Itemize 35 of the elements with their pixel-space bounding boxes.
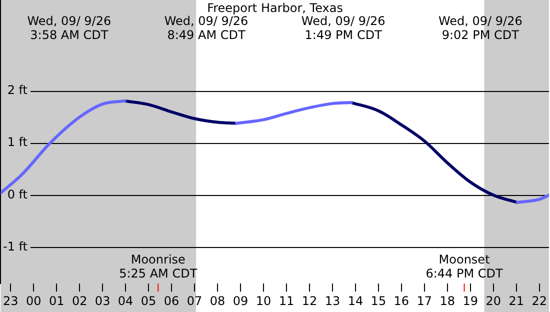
- x-tick-label: 20: [486, 294, 502, 308]
- x-tick-label: 07: [186, 294, 202, 308]
- x-tick-label: 03: [94, 294, 110, 308]
- ref-line-label: Moonset 6:44 PM CDT: [426, 252, 504, 281]
- x-tick-label: 02: [72, 294, 88, 308]
- x-tick-label: 21: [508, 294, 524, 308]
- x-tick-label: 11: [278, 294, 294, 308]
- annotation: Wed, 09/ 9/26 8:49 AM CDT: [164, 14, 248, 42]
- x-tick-label: 05: [140, 294, 156, 308]
- x-tick-label: 06: [164, 294, 180, 308]
- y-tick-label: 0 ft: [7, 187, 28, 202]
- x-tick-label: 01: [48, 294, 64, 308]
- x-tick-label: 12: [302, 294, 318, 308]
- y-tick-label: -1 ft: [3, 239, 28, 254]
- y-tick-label: 2 ft: [7, 83, 28, 98]
- x-tick-label: 10: [256, 294, 272, 308]
- annotation: Wed, 09/ 9/26 9:02 PM CDT: [438, 14, 522, 42]
- x-tick-label: 18: [440, 294, 456, 308]
- x-tick-label: 15: [370, 294, 386, 308]
- ref-line-label: Moonrise 5:25 AM CDT: [119, 252, 198, 281]
- y-tick-label: 1 ft: [7, 135, 28, 150]
- x-tick-label: 00: [26, 294, 42, 308]
- x-tick-label: 23: [2, 294, 18, 308]
- annotation: Wed, 09/ 9/26 3:58 AM CDT: [27, 14, 112, 42]
- x-tick-label: 22: [532, 294, 548, 308]
- x-tick-label: 04: [118, 294, 134, 308]
- x-tick-label: 14: [348, 294, 364, 308]
- x-tick-label: 08: [210, 294, 226, 308]
- x-tick-label: 17: [416, 294, 432, 308]
- annotation: Wed, 09/ 9/26 1:49 PM CDT: [301, 14, 386, 42]
- x-tick-label: 19: [462, 294, 478, 308]
- chart-title: Freeport Harbor, Texas: [207, 1, 343, 15]
- x-tick-label: 09: [232, 294, 248, 308]
- x-tick-label: 13: [324, 294, 340, 308]
- x-tick-label: 16: [394, 294, 410, 308]
